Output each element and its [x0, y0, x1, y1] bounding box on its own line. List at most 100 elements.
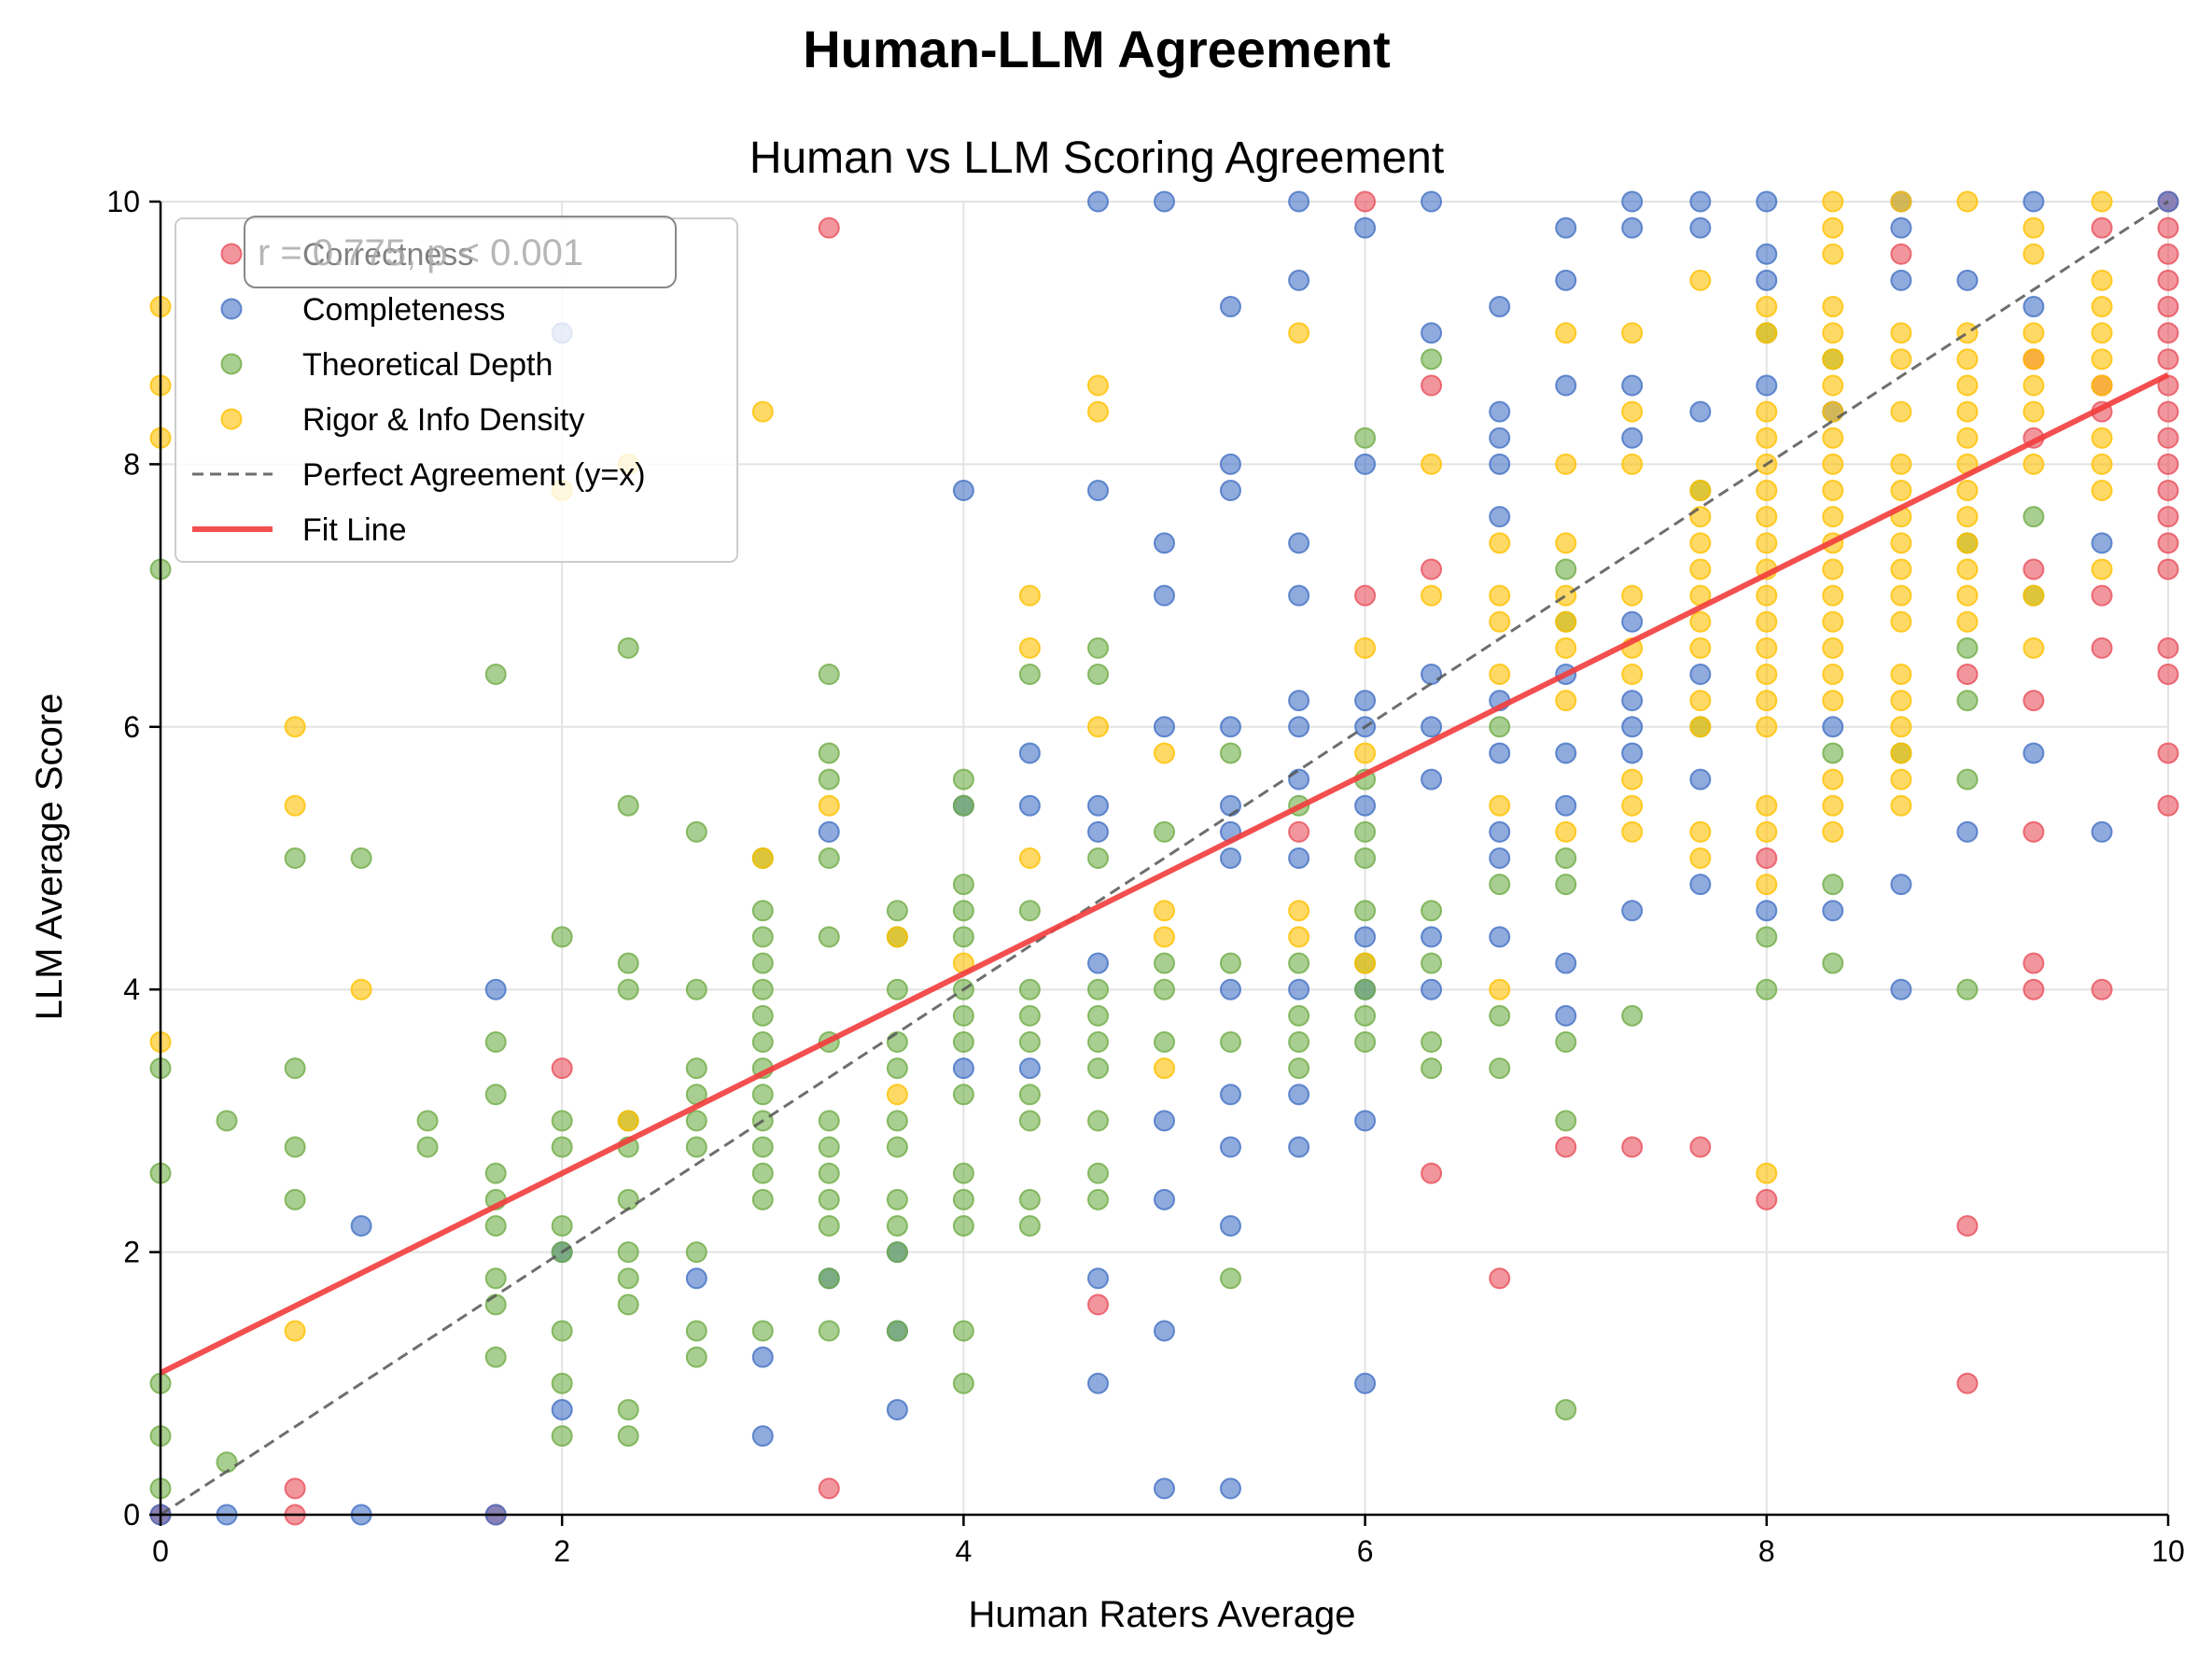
data-point [1555, 742, 1577, 764]
data-point [1756, 269, 1778, 291]
data-point [1555, 637, 1577, 659]
data-point [1354, 637, 1377, 659]
legend-marker [220, 298, 243, 320]
data-point [284, 716, 306, 738]
x-tick-label: 6 [1357, 1534, 1374, 1568]
data-point [1621, 742, 1644, 764]
data-point [1822, 952, 1844, 974]
data-point [1621, 374, 1644, 397]
data-point [1421, 374, 1443, 397]
data-point [1890, 190, 1912, 213]
data-point [2157, 348, 2179, 371]
data-point [1756, 874, 1778, 896]
x-tick-label: 8 [1758, 1534, 1775, 1568]
chart-suptitle: Human-LLM Agreement [803, 20, 1391, 78]
data-point [1621, 794, 1644, 817]
data-point [1354, 794, 1377, 817]
data-point [1621, 217, 1644, 239]
data-point [2157, 269, 2179, 291]
data-point [1018, 1084, 1041, 1106]
data-point [350, 1214, 372, 1237]
data-point [1621, 716, 1644, 738]
data-point [1756, 820, 1778, 843]
data-point [1756, 322, 1778, 344]
data-point [1756, 480, 1778, 502]
data-point [2091, 217, 2113, 239]
data-point [1354, 453, 1377, 475]
data-point [1822, 768, 1844, 791]
data-point [2091, 558, 2113, 581]
data-point [1822, 794, 1844, 817]
data-point [1756, 584, 1778, 607]
data-point [1018, 1214, 1041, 1237]
data-point [886, 1030, 908, 1053]
data-point [1354, 190, 1377, 213]
data-point [1354, 427, 1377, 449]
data-point [1822, 874, 1844, 896]
data-point [1956, 427, 1979, 449]
data-point [886, 1084, 908, 1106]
data-point [484, 1162, 507, 1184]
data-point [1890, 610, 1912, 633]
data-point [1219, 1267, 1241, 1290]
data-point [1756, 374, 1778, 397]
data-point [1154, 1110, 1175, 1132]
data-point [1756, 794, 1778, 817]
data-point [952, 1030, 974, 1053]
data-point [818, 217, 840, 239]
data-point [1689, 610, 1712, 633]
data-point [2023, 584, 2045, 607]
data-point [484, 1030, 507, 1053]
data-point [818, 1110, 840, 1132]
perfect-agreement-line [160, 200, 2169, 1517]
data-point [1555, 690, 1577, 712]
data-point [1489, 532, 1511, 554]
data-point [1822, 322, 1844, 344]
data-point [1822, 296, 1844, 318]
data-point [1689, 690, 1712, 712]
data-point [1087, 1162, 1110, 1184]
data-point [284, 1057, 306, 1080]
data-point [2023, 296, 2045, 318]
data-point [1890, 243, 1912, 265]
legend-marker [220, 408, 243, 430]
data-point [2091, 820, 2113, 843]
data-point [1489, 400, 1511, 423]
data-point [1219, 847, 1241, 869]
data-point [952, 926, 974, 948]
data-point [1756, 190, 1778, 213]
data-point [1621, 584, 1644, 607]
data-point [617, 1110, 639, 1132]
data-point [1555, 874, 1577, 896]
data-point [1956, 690, 1979, 712]
data-point [886, 900, 908, 922]
data-point [1756, 427, 1778, 449]
data-point [617, 1241, 639, 1264]
x-tick-label: 4 [956, 1534, 973, 1568]
data-point [751, 952, 774, 974]
data-point [1154, 532, 1175, 554]
data-point [1689, 506, 1712, 528]
legend-label: Fit Line [302, 512, 407, 548]
data-point [1354, 978, 1377, 1000]
data-point [2157, 296, 2179, 318]
data-point [551, 1136, 573, 1158]
data-point [1756, 900, 1778, 922]
data-point [952, 768, 974, 791]
data-point [1689, 664, 1712, 686]
data-point [1087, 1004, 1110, 1027]
data-point [2023, 637, 2045, 659]
data-point [216, 1110, 238, 1132]
data-point [1822, 506, 1844, 528]
data-point [886, 1398, 908, 1420]
data-point [1288, 690, 1310, 712]
data-point [1621, 190, 1644, 213]
data-point [818, 1188, 840, 1210]
y-tick-label: 4 [123, 972, 140, 1006]
data-point [551, 1372, 573, 1394]
data-point [617, 637, 639, 659]
data-point [1354, 820, 1377, 843]
data-point [1822, 217, 1844, 239]
data-point [1018, 637, 1041, 659]
data-point [1018, 1004, 1041, 1027]
